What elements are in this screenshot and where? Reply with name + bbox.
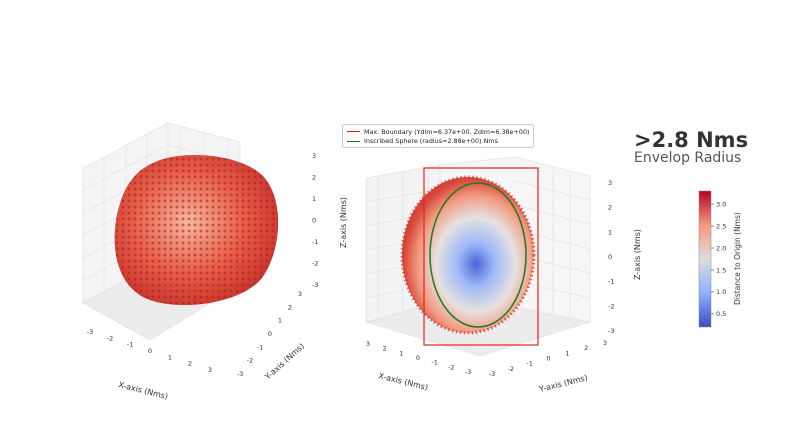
left-point-cloud [114,155,279,306]
right-point-cloud [400,175,536,335]
right-y-axis-label: Y-axis (Nms) [537,373,588,394]
envelope-radius-caption: Envelop Radius [634,150,742,166]
right-y-tick: -2 [508,365,514,373]
legend-item-max-boundary: Max. Boundary (Ydim=6.37e+00, Zdim=6.38e… [347,127,533,137]
left-x-tick: 2 [188,360,192,368]
right-y-tick: 2 [584,344,588,352]
left-envelope-texture [114,155,279,306]
right-y-tick: 0 [546,355,550,363]
colorbar-ticks: 0.5 1.0 1.5 2.0 2.5 3.0 [711,200,726,318]
right-y-tick: 1 [565,349,569,357]
left-x-tick: 1 [168,353,172,361]
right-chart-legend: Max. Boundary (Ydim=6.37e+00, Zdim=6.38e… [342,124,534,148]
right-x-tick: 1 [399,349,403,357]
colorbar-tick-label: 3.0 [716,200,726,208]
colorbar-tick-label: 1.5 [716,266,726,274]
right-x-axis-label: X-axis (Nms) [378,371,429,392]
colorbar-label: Distance to Origin (Nms) [733,212,742,305]
left-y-tick: -3 [237,370,243,378]
right-y-tick: -3 [489,370,495,378]
right-x-tick: 0 [416,354,420,362]
left-y-tick: 0 [268,330,272,338]
left-y-tick: -1 [257,343,263,351]
right-x-tick: 3 [366,340,370,348]
left-y-tick: 2 [288,303,292,311]
left-z-tick: -2 [312,260,318,268]
colorbar-tick-label: 1.0 [716,288,726,296]
left-z-tick: -1 [312,238,318,246]
right-envelope-surface [402,177,534,333]
right-z-tick: 1 [608,228,612,236]
colorbar-tick-label: 0.5 [716,310,726,318]
right-z-tick: 2 [608,204,612,212]
inscribed-sphere-circle [429,182,527,328]
legend-label-max-boundary: Max. Boundary (Ydim=6.37e+00, Zdim=6.38e… [364,127,530,136]
right-z-axis-label: Z-axis (Nms) [339,197,348,248]
right-side-axis-label: Z-axis (Nms) [633,229,642,280]
envelope-radius-value: >2.8 Nms [634,128,749,152]
right-y-tick: -1 [526,360,532,368]
left-z-tick: 1 [312,195,316,203]
max-boundary-rectangle [423,167,539,346]
colorbar-tick-label: 2.5 [716,222,726,230]
left-y-axis-label: Y-axis (Nms) [263,342,307,383]
left-z-tick: 3 [312,152,316,160]
legend-label-inscribed-sphere: Inscribed Sphere (radius=2.88e+00) Nms [364,137,498,146]
colorbar-gradient [698,190,712,328]
colorbar-tick-label: 2.0 [716,244,726,252]
right-z-tick: -3 [608,327,614,335]
legend-swatch-red [347,131,360,133]
right-z-tick: 0 [608,253,612,261]
legend-swatch-green [347,140,360,142]
left-y-tick: -2 [247,357,253,365]
left-z-tick: 2 [312,174,316,182]
colorbar: 0.5 1.0 1.5 2.0 2.5 3.0 Distance to Origin (N… [698,190,742,328]
left-y-tick: 1 [278,317,282,325]
right-z-tick: 3 [608,179,612,187]
left-x-tick: 3 [208,366,212,374]
left-x-tick: 0 [148,347,152,355]
left-x-tick: -3 [87,328,93,336]
left-z-tick: 0 [312,217,316,225]
right-z-tick: -2 [608,302,614,310]
right-x-tick: -1 [431,359,437,367]
left-z-tick: -3 [312,281,318,289]
legend-item-inscribed-sphere: Inscribed Sphere (radius=2.88e+00) Nms [347,137,533,147]
left-y-tick: 3 [298,290,302,298]
right-x-tick: -3 [465,368,471,376]
left-x-axis-label: X-axis (Nms) [118,380,169,401]
left-x-tick: -2 [107,334,113,342]
right-envelope-rim [400,175,536,335]
right-z-tick: -1 [608,278,614,286]
right-y-tick: 3 [603,339,607,347]
left-x-tick: -1 [127,341,133,349]
right-x-tick: 2 [383,345,387,353]
right-x-tick: -2 [448,363,454,371]
